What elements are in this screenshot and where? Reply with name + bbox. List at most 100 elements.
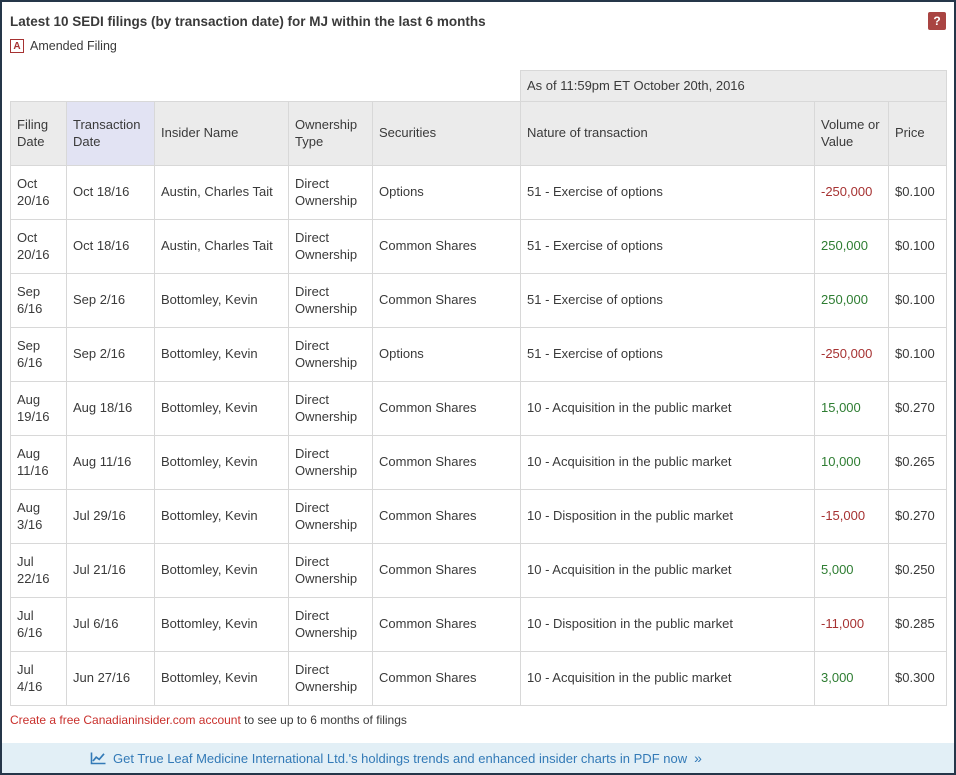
promo-arrow-icon: » bbox=[694, 750, 702, 766]
nature-of-transaction-cell: 10 - Disposition in the public market bbox=[520, 596, 815, 652]
column-header-nature[interactable]: Nature of transaction bbox=[520, 100, 815, 166]
insider-name-cell: Bottomley, Kevin bbox=[154, 272, 289, 328]
ownership-type-cell: Direct Ownership bbox=[288, 542, 373, 598]
table-body: Oct 20/16 Oct 18/16 Austin, Charles Tait… bbox=[10, 164, 947, 706]
filing-date-cell: Sep 6/16 bbox=[10, 272, 67, 328]
amended-filing-legend: A Amended Filing bbox=[10, 39, 946, 53]
column-header-ownership-type[interactable]: Ownership Type bbox=[288, 100, 373, 166]
volume-or-value-cell: -15,000 bbox=[814, 488, 889, 544]
volume-or-value-cell: 250,000 bbox=[814, 218, 889, 274]
transaction-date-cell: Oct 18/16 bbox=[66, 218, 155, 274]
nature-of-transaction-cell: 10 - Disposition in the public market bbox=[520, 488, 815, 544]
price-cell: $0.270 bbox=[888, 488, 947, 544]
line-chart-icon bbox=[90, 752, 106, 765]
volume-or-value-cell: 10,000 bbox=[814, 434, 889, 490]
column-header-filing-date[interactable]: Filing Date bbox=[10, 100, 67, 166]
transaction-date-cell: Jul 29/16 bbox=[66, 488, 155, 544]
ownership-type-cell: Direct Ownership bbox=[288, 326, 373, 382]
footer-note-text: to see up to 6 months of filings bbox=[240, 712, 407, 727]
content-area: Latest 10 SEDI filings (by transaction d… bbox=[2, 2, 954, 743]
footer-note: Create a free Canadianinsider.com accoun… bbox=[10, 713, 946, 727]
securities-cell: Common Shares bbox=[372, 272, 521, 328]
price-cell: $0.100 bbox=[888, 164, 947, 220]
securities-cell: Common Shares bbox=[372, 650, 521, 706]
securities-cell: Common Shares bbox=[372, 488, 521, 544]
insider-name-cell: Bottomley, Kevin bbox=[154, 380, 289, 436]
volume-or-value-cell: -11,000 bbox=[814, 596, 889, 652]
nature-of-transaction-cell: 10 - Acquisition in the public market bbox=[520, 650, 815, 706]
nature-of-transaction-cell: 51 - Exercise of options bbox=[520, 218, 815, 274]
transaction-date-cell: Sep 2/16 bbox=[66, 272, 155, 328]
table-row: Jul 22/16 Jul 21/16 Bottomley, Kevin Dir… bbox=[10, 542, 947, 598]
securities-cell: Common Shares bbox=[372, 218, 521, 274]
column-header-insider-name[interactable]: Insider Name bbox=[154, 100, 289, 166]
filings-table: As of 11:59pm ET October 20th, 2016 Fili… bbox=[10, 70, 947, 706]
as-of-label: As of 11:59pm ET October 20th, 2016 bbox=[520, 70, 947, 102]
price-cell: $0.265 bbox=[888, 434, 947, 490]
table-row: Jul 4/16 Jun 27/16 Bottomley, Kevin Dire… bbox=[10, 650, 947, 706]
volume-or-value-cell: 5,000 bbox=[814, 542, 889, 598]
ownership-type-cell: Direct Ownership bbox=[288, 218, 373, 274]
filing-date-cell: Oct 20/16 bbox=[10, 218, 67, 274]
nature-of-transaction-cell: 10 - Acquisition in the public market bbox=[520, 380, 815, 436]
price-cell: $0.270 bbox=[888, 380, 947, 436]
price-cell: $0.100 bbox=[888, 272, 947, 328]
promo-bar: Get True Leaf Medicine International Ltd… bbox=[2, 743, 954, 773]
insider-name-cell: Austin, Charles Tait bbox=[154, 218, 289, 274]
volume-or-value-cell: 250,000 bbox=[814, 272, 889, 328]
price-cell: $0.100 bbox=[888, 218, 947, 274]
filing-date-cell: Oct 20/16 bbox=[10, 164, 67, 220]
ownership-type-cell: Direct Ownership bbox=[288, 434, 373, 490]
help-button[interactable]: ? bbox=[928, 12, 946, 30]
amended-filing-label: Amended Filing bbox=[30, 39, 117, 53]
column-header-row: Filing Date Transaction Date Insider Nam… bbox=[10, 100, 947, 166]
insider-name-cell: Bottomley, Kevin bbox=[154, 488, 289, 544]
transaction-date-cell: Aug 11/16 bbox=[66, 434, 155, 490]
insider-name-cell: Bottomley, Kevin bbox=[154, 596, 289, 652]
securities-cell: Common Shares bbox=[372, 434, 521, 490]
securities-cell: Options bbox=[372, 326, 521, 382]
volume-or-value-cell: 3,000 bbox=[814, 650, 889, 706]
insider-name-cell: Bottomley, Kevin bbox=[154, 326, 289, 382]
filing-date-cell: Jul 22/16 bbox=[10, 542, 67, 598]
table-row: Oct 20/16 Oct 18/16 Austin, Charles Tait… bbox=[10, 218, 947, 274]
securities-cell: Common Shares bbox=[372, 380, 521, 436]
ownership-type-cell: Direct Ownership bbox=[288, 164, 373, 220]
column-header-securities[interactable]: Securities bbox=[372, 100, 521, 166]
ownership-type-cell: Direct Ownership bbox=[288, 596, 373, 652]
column-header-volume[interactable]: Volume or Value bbox=[814, 100, 889, 166]
ownership-type-cell: Direct Ownership bbox=[288, 488, 373, 544]
column-header-price[interactable]: Price bbox=[888, 100, 947, 166]
insider-name-cell: Bottomley, Kevin bbox=[154, 650, 289, 706]
promo-text: Get True Leaf Medicine International Ltd… bbox=[113, 750, 688, 766]
filing-date-cell: Aug 3/16 bbox=[10, 488, 67, 544]
table-row: Aug 19/16 Aug 18/16 Bottomley, Kevin Dir… bbox=[10, 380, 947, 436]
nature-of-transaction-cell: 51 - Exercise of options bbox=[520, 164, 815, 220]
ownership-type-cell: Direct Ownership bbox=[288, 650, 373, 706]
nature-of-transaction-cell: 51 - Exercise of options bbox=[520, 326, 815, 382]
insider-name-cell: Bottomley, Kevin bbox=[154, 434, 289, 490]
price-cell: $0.300 bbox=[888, 650, 947, 706]
volume-or-value-cell: -250,000 bbox=[814, 164, 889, 220]
volume-or-value-cell: 15,000 bbox=[814, 380, 889, 436]
insider-name-cell: Bottomley, Kevin bbox=[154, 542, 289, 598]
nature-of-transaction-cell: 10 - Acquisition in the public market bbox=[520, 542, 815, 598]
volume-or-value-cell: -250,000 bbox=[814, 326, 889, 382]
ownership-type-cell: Direct Ownership bbox=[288, 380, 373, 436]
filing-date-cell: Jul 6/16 bbox=[10, 596, 67, 652]
filing-date-cell: Aug 19/16 bbox=[10, 380, 67, 436]
promo-link[interactable]: Get True Leaf Medicine International Ltd… bbox=[90, 750, 702, 766]
as-of-row: As of 11:59pm ET October 20th, 2016 bbox=[10, 70, 947, 102]
price-cell: $0.100 bbox=[888, 326, 947, 382]
securities-cell: Options bbox=[372, 164, 521, 220]
table-row: Oct 20/16 Oct 18/16 Austin, Charles Tait… bbox=[10, 164, 947, 220]
table-row: Jul 6/16 Jul 6/16 Bottomley, Kevin Direc… bbox=[10, 596, 947, 652]
create-account-link[interactable]: Create a free Canadianinsider.com accoun… bbox=[10, 712, 241, 727]
securities-cell: Common Shares bbox=[372, 596, 521, 652]
securities-cell: Common Shares bbox=[372, 542, 521, 598]
transaction-date-cell: Jul 6/16 bbox=[66, 596, 155, 652]
filing-date-cell: Sep 6/16 bbox=[10, 326, 67, 382]
column-header-transaction-date[interactable]: Transaction Date bbox=[66, 100, 155, 166]
price-cell: $0.250 bbox=[888, 542, 947, 598]
